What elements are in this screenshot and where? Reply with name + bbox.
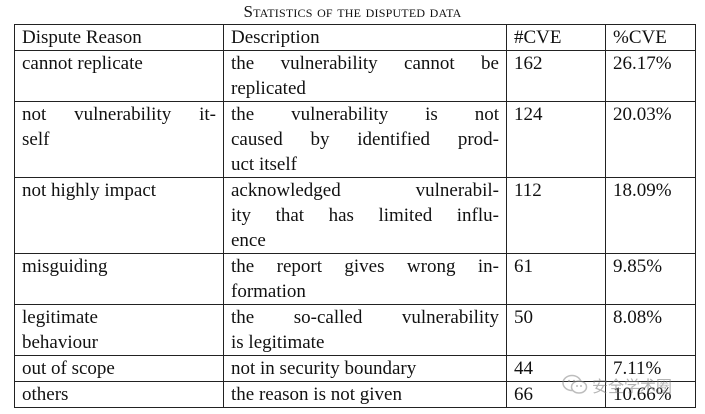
cve-count-cell: 112 — [506, 177, 606, 254]
description-cell: the report gives wrong in-formation — [223, 253, 507, 305]
reason-line: others — [22, 384, 69, 405]
dispute-reason-cell: not highly impact — [14, 177, 224, 254]
watermark-text: 安全学术圈 — [592, 377, 673, 396]
dispute-reason-cell: misguiding — [14, 253, 224, 305]
description-cell: acknowledged vulnerabil-ity that has limited… — [223, 177, 507, 254]
description-line: ence — [231, 230, 266, 251]
description-line: caused by identified prod- — [231, 129, 499, 150]
table-row: legitimate behaviour the so-called vulnerabi… — [14, 304, 696, 356]
watermark: 安全学术圈 — [562, 370, 694, 400]
cve-percent-cell: 8.08% — [605, 304, 696, 356]
table-row: cannot replicate the vulnerability cannot be… — [14, 50, 696, 102]
table-row: not highly impact acknowledged vulnerabil-… — [14, 177, 696, 254]
reason-line: not vulnerability it- — [22, 104, 216, 125]
header-description: Description — [223, 24, 507, 51]
disputed-data-table: Dispute Reason Description #CVE %CVE can… — [14, 24, 696, 408]
description-line: acknowledged vulnerabil- — [231, 180, 499, 201]
description-line: is legitimate — [231, 332, 325, 353]
cve-count-cell: 124 — [506, 101, 606, 178]
dispute-reason-cell: out of scope — [14, 355, 224, 382]
dispute-reason-cell: not vulnerability it-self — [14, 101, 224, 178]
table-row: not vulnerability it-self the vulnerability i… — [14, 101, 696, 178]
cve-percent-cell: 9.85% — [605, 253, 696, 305]
description-cell: the so-called vulnerability is legitimate — [223, 304, 507, 356]
description-line: the report gives wrong in- — [231, 256, 499, 277]
dispute-reason-cell: others — [14, 381, 224, 408]
cve-count-cell: 61 — [506, 253, 606, 305]
description-line: the reason is not given — [231, 384, 402, 405]
description-line: ity that has limited influ- — [231, 205, 499, 226]
reason-line: behaviour — [22, 332, 98, 353]
cve-count-cell: 162 — [506, 50, 606, 102]
description-line: formation — [231, 281, 306, 302]
description-cell: the vulnerability cannot be replicated — [223, 50, 507, 102]
table-header-row: Dispute Reason Description #CVE %CVE — [14, 24, 696, 51]
table-caption: Statistics of the disputed data — [243, 2, 462, 21]
cve-count-cell: 66 — [506, 381, 606, 408]
table-row: misguiding the report gives wrong in-formatio… — [14, 253, 696, 305]
description-line: uct itself — [231, 154, 297, 175]
cve-percent-cell: 26.17% — [605, 50, 696, 102]
reason-line: self — [22, 129, 50, 150]
reason-line: misguiding — [22, 256, 108, 277]
cve-count-cell: 50 — [506, 304, 606, 356]
cve-percent-cell: 20.03% — [605, 101, 696, 178]
description-cell: the vulnerability is not caused by identified p… — [223, 101, 507, 178]
reason-line: out of scope — [22, 358, 115, 379]
description-line: the vulnerability cannot be — [231, 53, 499, 74]
description-line: not in security boundary — [231, 358, 417, 379]
cve-percent-cell: 7.11% — [605, 355, 696, 382]
reason-line: not highly impact — [22, 180, 157, 201]
header-cve-count: #CVE — [506, 24, 606, 51]
table-row: others the reason is not given 66 10.66% — [14, 381, 696, 408]
description-cell: the reason is not given — [223, 381, 507, 408]
table-row: out of scope not in security boundary 44 7.… — [14, 355, 696, 382]
description-line: the vulnerability is not — [231, 104, 499, 125]
description-cell: not in security boundary — [223, 355, 507, 382]
dispute-reason-cell: legitimate behaviour — [14, 304, 224, 356]
description-line: replicated — [231, 78, 306, 99]
cve-percent-cell: 18.09% — [605, 177, 696, 254]
wechat-icon — [562, 374, 588, 394]
description-line: the so-called vulnerability — [231, 307, 499, 328]
header-cve-percent: %CVE — [605, 24, 696, 51]
reason-line: cannot replicate — [22, 53, 143, 74]
reason-line: legitimate — [22, 307, 98, 328]
cve-percent-cell: 10.66% — [605, 381, 696, 408]
header-dispute-reason: Dispute Reason — [14, 24, 224, 51]
dispute-reason-cell: cannot replicate — [14, 50, 224, 102]
